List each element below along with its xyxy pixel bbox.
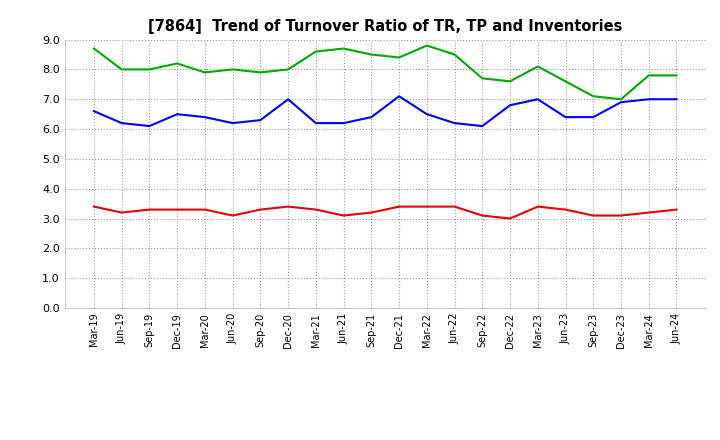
- Trade Payables: [256, 117, 265, 123]
- Trade Receivables: [117, 210, 126, 215]
- Line: Trade Receivables: Trade Receivables: [94, 207, 677, 219]
- Trade Receivables: [616, 213, 625, 218]
- Inventories: [589, 94, 598, 99]
- Trade Payables: [117, 121, 126, 126]
- Trade Payables: [423, 111, 431, 117]
- Inventories: [117, 67, 126, 72]
- Trade Payables: [367, 114, 376, 120]
- Trade Payables: [534, 97, 542, 102]
- Trade Receivables: [312, 207, 320, 212]
- Trade Receivables: [505, 216, 514, 221]
- Trade Payables: [589, 114, 598, 120]
- Trade Receivables: [672, 207, 681, 212]
- Inventories: [256, 70, 265, 75]
- Trade Payables: [145, 124, 154, 129]
- Inventories: [395, 55, 403, 60]
- Trade Receivables: [395, 204, 403, 209]
- Line: Trade Payables: Trade Payables: [94, 96, 677, 126]
- Trade Receivables: [589, 213, 598, 218]
- Inventories: [201, 70, 210, 75]
- Trade Payables: [284, 97, 292, 102]
- Inventories: [672, 73, 681, 78]
- Trade Payables: [89, 109, 98, 114]
- Inventories: [228, 67, 237, 72]
- Title: [7864]  Trend of Turnover Ratio of TR, TP and Inventories: [7864] Trend of Turnover Ratio of TR, TP…: [148, 19, 622, 34]
- Inventories: [505, 79, 514, 84]
- Trade Payables: [395, 94, 403, 99]
- Trade Receivables: [561, 207, 570, 212]
- Inventories: [145, 67, 154, 72]
- Trade Receivables: [423, 204, 431, 209]
- Trade Payables: [478, 124, 487, 129]
- Trade Receivables: [284, 204, 292, 209]
- Trade Payables: [201, 114, 210, 120]
- Trade Receivables: [339, 213, 348, 218]
- Inventories: [312, 49, 320, 54]
- Inventories: [478, 76, 487, 81]
- Inventories: [423, 43, 431, 48]
- Trade Receivables: [534, 204, 542, 209]
- Inventories: [284, 67, 292, 72]
- Trade Payables: [450, 121, 459, 126]
- Trade Payables: [561, 114, 570, 120]
- Inventories: [450, 52, 459, 57]
- Trade Payables: [644, 97, 653, 102]
- Trade Payables: [505, 103, 514, 108]
- Trade Receivables: [173, 207, 181, 212]
- Trade Payables: [228, 121, 237, 126]
- Trade Receivables: [201, 207, 210, 212]
- Trade Payables: [173, 111, 181, 117]
- Inventories: [561, 79, 570, 84]
- Trade Payables: [312, 121, 320, 126]
- Trade Payables: [616, 99, 625, 105]
- Trade Receivables: [478, 213, 487, 218]
- Trade Receivables: [450, 204, 459, 209]
- Inventories: [367, 52, 376, 57]
- Trade Receivables: [228, 213, 237, 218]
- Line: Inventories: Inventories: [94, 46, 677, 99]
- Trade Receivables: [644, 210, 653, 215]
- Inventories: [89, 46, 98, 51]
- Inventories: [534, 64, 542, 69]
- Trade Payables: [672, 97, 681, 102]
- Inventories: [173, 61, 181, 66]
- Trade Receivables: [367, 210, 376, 215]
- Trade Receivables: [145, 207, 154, 212]
- Inventories: [644, 73, 653, 78]
- Trade Receivables: [256, 207, 265, 212]
- Trade Receivables: [89, 204, 98, 209]
- Trade Payables: [339, 121, 348, 126]
- Inventories: [616, 97, 625, 102]
- Inventories: [339, 46, 348, 51]
